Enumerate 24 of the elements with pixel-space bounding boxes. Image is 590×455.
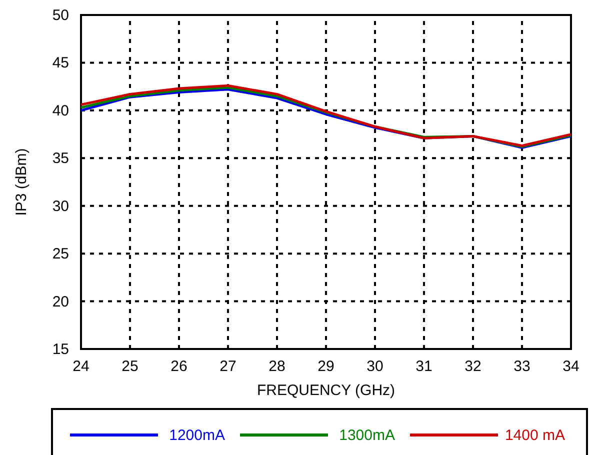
text: 1200mA (169, 427, 225, 444)
y-tick-label: 40 (52, 102, 69, 120)
x-tick-label: 34 (562, 358, 580, 375)
x-tick-label: 33 (514, 358, 530, 375)
y-tick-label: 35 (52, 150, 69, 168)
y-tick-label: 50 (52, 7, 69, 24)
x-tick-label: 30 (366, 358, 384, 375)
x-tick-label: 29 (318, 358, 334, 375)
x-tick-label: 27 (220, 358, 236, 375)
x-axis-title: FREQUENCY (GHz) (256, 382, 396, 399)
x-tick-label: 28 (268, 358, 286, 375)
x-tick-label: 25 (122, 358, 138, 375)
y-tick-label: 20 (52, 293, 69, 310)
x-tick-label: 26 (170, 358, 188, 375)
y-axis-title: IP3 (dBm) (13, 148, 30, 216)
x-tick-label: 32 (464, 358, 482, 375)
y-tick-label: 25 (52, 246, 69, 263)
y-tick-label: 45 (52, 54, 69, 72)
x-tick-label: 24 (72, 358, 90, 375)
y-tick-label: 30 (52, 198, 69, 215)
text: 1300mA (339, 427, 395, 444)
x-tick-label: 31 (416, 358, 432, 375)
text: 1400 mA (504, 427, 565, 444)
y-tick-label: 15 (52, 341, 69, 358)
